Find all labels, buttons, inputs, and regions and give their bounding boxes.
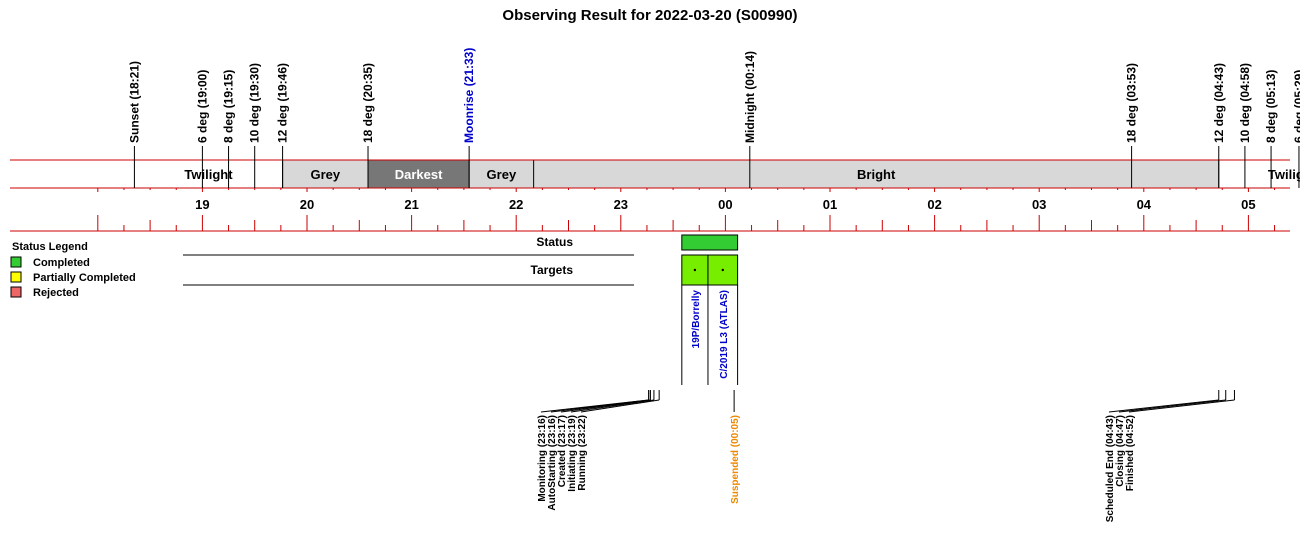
legend-label-partially-completed: Partially Completed xyxy=(33,272,136,284)
hour-label-21: 21 xyxy=(404,197,418,212)
target-block-c-2019-l3-atlas xyxy=(707,254,739,286)
event-label-deg6-morn: 6 deg (05:29) xyxy=(1292,70,1300,143)
event-label-deg18-morn: 18 deg (03:53) xyxy=(1125,63,1139,143)
state-connector xyxy=(560,399,651,413)
state-event-autostarting-23-16: AutoStarting (23:16) xyxy=(547,415,558,511)
state-connector xyxy=(1118,399,1226,413)
event-label-deg8-eve: 8 deg (19:15) xyxy=(222,70,236,143)
status-legend: Status Legend Completed Partially Comple… xyxy=(10,241,136,299)
hour-label-20: 20 xyxy=(300,197,314,212)
state-connector xyxy=(1108,399,1219,413)
event-label-deg18-eve: 18 deg (20:35) xyxy=(361,63,375,143)
period-band-twilight xyxy=(1218,160,1290,188)
target-marker xyxy=(721,268,724,272)
state-event-closing-04-47: Closing (04:47) xyxy=(1115,415,1126,487)
event-label-midnight: Midnight (00:14) xyxy=(743,51,757,143)
hour-label-04: 04 xyxy=(1137,197,1152,212)
legend-swatch-partially-completed xyxy=(10,271,22,283)
state-event-initiating-23-19: Initiating (23:19) xyxy=(567,415,578,492)
event-label-moonrise: Moonrise (21:33) xyxy=(462,48,476,143)
period-band-darkest xyxy=(368,160,470,188)
legend-swatch-rejected xyxy=(10,286,22,298)
state-event-finished-04-52: Finished (04:52) xyxy=(1125,415,1136,491)
legend-swatch-completed xyxy=(10,256,22,268)
period-label-bright: Bright xyxy=(857,167,896,182)
target-label-c-2019-l3-atlas: C/2019 L3 (ATLAS) xyxy=(719,290,730,379)
hour-label-02: 02 xyxy=(927,197,941,212)
event-label-deg6-eve: 6 deg (19:00) xyxy=(195,70,209,143)
state-event-scheduled-end-04-43: Scheduled End (04:43) xyxy=(1105,415,1116,522)
hour-label-00: 00 xyxy=(718,197,732,212)
period-label-grey: Grey xyxy=(310,167,340,182)
state-connector xyxy=(1128,399,1235,413)
legend-label-rejected: Rejected xyxy=(33,287,79,299)
state-event-created-23-17: Created (23:17) xyxy=(557,415,568,487)
period-label-grey: Grey xyxy=(487,167,517,182)
legend-label-completed: Completed xyxy=(33,257,90,269)
event-label-deg10-morn: 10 deg (04:58) xyxy=(1238,63,1252,143)
period-label-twilight: Twilight xyxy=(184,167,233,182)
state-connector xyxy=(570,399,654,413)
hour-label-05: 05 xyxy=(1241,197,1255,212)
event-label-deg8-morn: 8 deg (05:13) xyxy=(1264,70,1278,143)
period-band-twilight xyxy=(10,160,283,188)
chart-title: Observing Result for 2022-03-20 (S00990) xyxy=(502,7,797,24)
target-marker xyxy=(693,268,697,272)
period-band-bright xyxy=(533,160,1219,188)
state-event-running-23-22: Running (23:22) xyxy=(577,415,588,491)
hour-label-01: 01 xyxy=(823,197,837,212)
state-event-monitoring-23-16: Monitoring (23:16) xyxy=(537,415,548,502)
status-bar-completed xyxy=(681,234,739,251)
state-connector xyxy=(580,399,660,413)
state-event-suspended-00-05: Suspended (00:05) xyxy=(730,415,741,504)
event-label-deg12-morn: 12 deg (04:43) xyxy=(1212,63,1226,143)
hour-label-23: 23 xyxy=(614,197,628,212)
target-label-19p-borrelly: 19P/Borrelly xyxy=(691,290,702,349)
event-label-sunset: Sunset (18:21) xyxy=(127,61,141,143)
legend-title: Status Legend xyxy=(12,241,88,253)
hour-label-03: 03 xyxy=(1032,197,1046,212)
event-label-deg10-eve: 10 deg (19:30) xyxy=(248,63,262,143)
hour-label-22: 22 xyxy=(509,197,523,212)
targets-row-label: Targets xyxy=(531,263,574,277)
period-label-twilight: Twilight xyxy=(1268,167,1300,182)
hour-label-19: 19 xyxy=(195,197,209,212)
event-label-deg12-eve: 12 deg (19:46) xyxy=(276,63,290,143)
status-row-label: Status xyxy=(536,235,573,249)
period-band-grey xyxy=(282,160,369,188)
period-band-grey xyxy=(469,160,534,188)
period-label-darkest: Darkest xyxy=(395,167,443,182)
